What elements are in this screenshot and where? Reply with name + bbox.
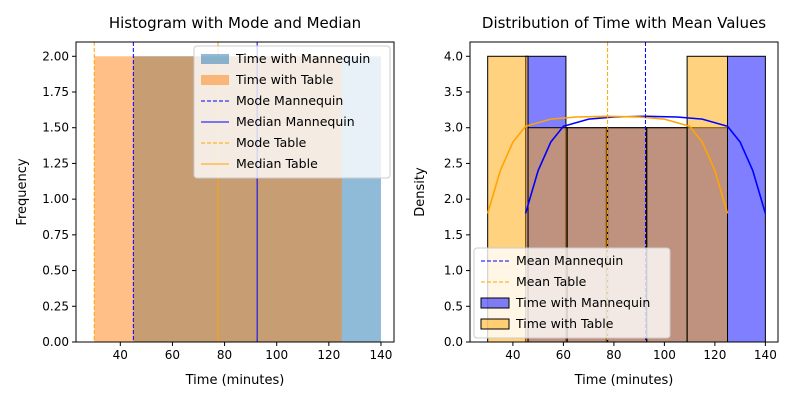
- axes-frame: [469, 41, 779, 343]
- legend-label: Median Table: [236, 156, 318, 171]
- legend-label: Time with Table: [515, 316, 614, 331]
- y-tick-label: 0.50: [42, 264, 69, 278]
- legend-swatch: [201, 54, 229, 64]
- legend-swatch: [201, 75, 229, 85]
- legend-label: Median Mannequin: [236, 114, 355, 129]
- histogram-bar: [727, 55, 766, 342]
- x-tick-label: 60: [165, 348, 180, 362]
- legend-label: Mode Mannequin: [236, 93, 343, 108]
- legend-swatch: [480, 297, 510, 309]
- y-tick-label: 4.0: [444, 49, 463, 63]
- legend-label: Time with Table: [235, 72, 334, 87]
- x-axis-label: Time (minutes): [574, 373, 674, 388]
- y-tick-label: 0.0: [444, 335, 463, 349]
- legend-label: Mean Mannequin: [516, 253, 623, 268]
- legend-label: Time with Mannequin: [515, 295, 650, 310]
- x-tick-label: 80: [217, 348, 232, 362]
- y-tick-label: 3.0: [444, 121, 463, 135]
- y-axis-label: Density: [413, 167, 428, 217]
- chart-title: Histogram with Mode and Median: [109, 14, 361, 32]
- x-tick-label: 140: [754, 348, 777, 362]
- y-tick-label: 1.50: [42, 121, 69, 135]
- legend-box: [193, 45, 391, 179]
- y-tick-label: 0.75: [42, 228, 69, 242]
- chart-title: Distribution of Time with Mean Values: [482, 14, 766, 32]
- y-tick-label: 0.25: [42, 299, 69, 313]
- x-tick-label: 140: [370, 348, 393, 362]
- y-tick-label: 1.5: [444, 228, 463, 242]
- x-tick-label: 120: [317, 348, 340, 362]
- x-tick-label: 100: [653, 348, 676, 362]
- y-tick-label: 0.00: [42, 335, 69, 349]
- legend-label: Time with Mannequin: [235, 51, 370, 66]
- histogram-bar: [686, 55, 729, 342]
- x-tick-label: 100: [265, 348, 288, 362]
- y-tick-label: 1.0: [444, 264, 463, 278]
- panel-distribution: Distribution of Time with Mean Values Ti…: [413, 14, 779, 388]
- y-axis-label: Frequency: [15, 158, 30, 225]
- y-tick-label: 3.5: [444, 85, 463, 99]
- x-tick-label: 80: [606, 348, 621, 362]
- y-tick-label: 1.00: [42, 192, 69, 206]
- legend: Time with Mannequin Time with Table Mode M…: [193, 45, 391, 179]
- legend-label: Mean Table: [516, 274, 587, 289]
- legend-label: Mode Table: [236, 135, 307, 150]
- x-tick-label: 60: [556, 348, 571, 362]
- axes-frame: [75, 41, 395, 343]
- legend-box: [473, 247, 671, 339]
- y-tick-label: 2.5: [444, 156, 463, 170]
- x-axis-label: Time (minutes): [185, 373, 285, 388]
- panel-histogram: Histogram with Mode and Median Time (min…: [15, 14, 395, 388]
- y-tick-label: 2.0: [444, 192, 463, 206]
- x-tick-label: 40: [505, 348, 520, 362]
- legend: Mean Mannequin Mean Table Time with Manneq…: [473, 247, 671, 339]
- y-tick-label: 1.25: [42, 156, 69, 170]
- legend-swatch: [480, 318, 510, 330]
- y-tick-label: 1.75: [42, 85, 69, 99]
- x-tick-label: 40: [113, 348, 128, 362]
- x-tick-label: 120: [703, 348, 726, 362]
- y-tick-label: 0.5: [444, 299, 463, 313]
- y-tick-label: 2.00: [42, 49, 69, 63]
